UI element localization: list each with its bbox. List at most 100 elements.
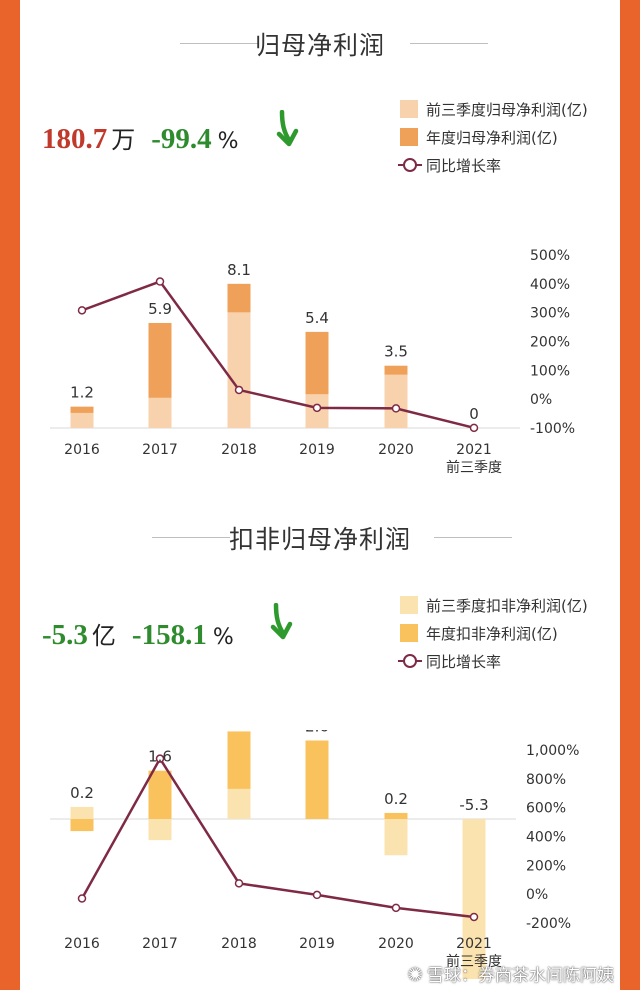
right-axis-tick-label: 0% (530, 392, 552, 408)
right-axis-tick-label: 1,000% (526, 743, 579, 759)
x-tick-label: 2019 (299, 442, 335, 458)
x-tick-label: 2019 (299, 936, 335, 952)
right-axis-tick-label: 400% (530, 277, 570, 293)
right-axis-tick-label: 200% (526, 858, 566, 874)
q3-bar (462, 819, 486, 980)
kpi-unit: 万 (111, 126, 136, 154)
legend-label: 前三季度扣非净利润(亿) (426, 597, 588, 615)
title-divider-right (410, 43, 488, 44)
growth-rate-point (77, 894, 87, 903)
data-label: 0 (469, 405, 479, 423)
q3-bar (384, 374, 408, 428)
legend-swatch-annual (400, 624, 418, 642)
report-card: 归母净利润 180.7 万 -99.4% 前三季度归母净利润(亿) 年度归母净利润(… (20, 0, 620, 990)
legend-swatch-q3 (400, 100, 418, 118)
kpi-change-unit: % (217, 129, 239, 154)
growth-rate-point (469, 912, 479, 922)
q3-bar (148, 819, 172, 841)
x-tick-label: 2016 (64, 442, 100, 458)
x-tick-label: 前三季度 (446, 953, 502, 970)
kpi-summary: -5.3 亿 -158.1% (42, 616, 234, 652)
growth-rate-point (391, 903, 401, 913)
growth-rate-point (234, 879, 244, 888)
title-divider-right (434, 537, 512, 538)
annual-bar (148, 770, 172, 819)
q3-bar (227, 312, 251, 428)
right-axis-tick-label: 400% (526, 830, 566, 846)
growth-rate-point (312, 403, 322, 413)
title-divider-left (180, 43, 258, 44)
legend-label: 同比增长率 (426, 653, 502, 671)
legend-label: 同比增长率 (426, 157, 502, 175)
right-axis-tick-label: -100% (530, 421, 575, 437)
q3-bar (70, 412, 94, 428)
legend-line-marker (398, 158, 422, 172)
data-label: 2.6 (305, 730, 329, 735)
watermark-text: 雪球：券商茶水间陈阿姨 (427, 966, 614, 986)
right-axis-tick-label: 500% (530, 248, 570, 264)
q3-bar (148, 397, 172, 428)
legend-swatch-q3 (400, 596, 418, 614)
kpi-change: -99.4 (151, 123, 212, 155)
growth-rate-point (155, 754, 165, 763)
legend-swatch-annual (400, 128, 418, 146)
title-divider-left (152, 537, 230, 538)
right-axis-tick-label: 300% (530, 306, 570, 322)
legend-line-marker (398, 654, 422, 668)
kpi-value: 180.7 (42, 123, 108, 155)
q3-bar (70, 806, 94, 819)
growth-rate-point (234, 385, 244, 395)
right-axis-tick-label: 600% (526, 801, 566, 817)
q3-bar (227, 788, 251, 819)
section-deducted-profit: 扣非归母净利润 -5.3 亿 -158.1% 前三季度扣非净利润(亿) 年度扣非净利… (20, 490, 620, 990)
snowball-logo-icon: ✺ (407, 964, 423, 986)
right-axis-tick-label: 100% (530, 363, 570, 379)
x-tick-label: 2020 (378, 936, 414, 952)
growth-rate-point (391, 404, 401, 413)
growth-rate-point (312, 890, 322, 900)
x-tick-label: 2020 (378, 442, 414, 458)
x-tick-label: 2018 (221, 442, 257, 458)
annual-bar (305, 740, 329, 819)
kpi-value: -5.3 (42, 619, 88, 651)
x-tick-label: 2021 (456, 936, 492, 952)
x-tick-label: 2018 (221, 936, 257, 952)
section-net-profit: 归母净利润 180.7 万 -99.4% 前三季度归母净利润(亿) 年度归母净利润(… (20, 0, 620, 490)
data-label: -5.3 (459, 796, 488, 814)
growth-rate-line (81, 280, 475, 430)
x-tick-label: 2021 (456, 442, 492, 458)
arrow-down-icon (276, 110, 299, 147)
annual-bar (70, 819, 94, 832)
deducted-profit-chart: 0.21.62.92.60.2-5.3201620172018201920202… (50, 730, 579, 980)
data-label: 0.2 (384, 790, 408, 808)
right-axis-tick-label: 800% (526, 772, 566, 788)
watermark: ✺ 雪球：券商茶水间陈阿姨 (407, 961, 614, 986)
legend-label: 年度归母净利润(亿) (426, 129, 558, 147)
growth-rate-point (155, 277, 165, 286)
legend-label: 前三季度归母净利润(亿) (426, 101, 588, 119)
right-axis-tick-label: 200% (530, 335, 570, 351)
legend-label: 年度扣非净利润(亿) (426, 625, 558, 643)
kpi-unit: 亿 (91, 622, 116, 650)
arrow-down-icon (270, 603, 293, 640)
q3-bar (384, 819, 408, 856)
growth-rate-line (80, 756, 475, 919)
section-title: 扣非归母净利润 (228, 525, 411, 554)
x-tick-label: 2016 (64, 936, 100, 952)
right-axis-tick-label: -200% (526, 916, 571, 932)
data-label: 5.4 (305, 309, 329, 327)
data-label: 0.2 (70, 784, 94, 802)
x-tick-label: 前三季度 (446, 459, 502, 476)
kpi-change: -158.1 (131, 619, 207, 651)
right-axis-tick-label: 0% (526, 887, 548, 903)
data-label: 3.5 (384, 343, 408, 361)
data-label: 1.2 (70, 384, 94, 402)
data-label: 5.9 (148, 300, 172, 318)
net-profit-chart: 1.2 5.9 8.1 5.4 3.5 0 2016 2017 2018 2019 2020 2021… (50, 248, 575, 476)
x-tick-label: 2017 (142, 936, 178, 952)
x-tick-label: 2017 (142, 442, 178, 458)
growth-rate-point (77, 306, 87, 315)
data-label: 8.1 (227, 261, 251, 279)
kpi-summary: 180.7 万 -99.4% (42, 120, 239, 156)
growth-rate-point (469, 423, 479, 433)
